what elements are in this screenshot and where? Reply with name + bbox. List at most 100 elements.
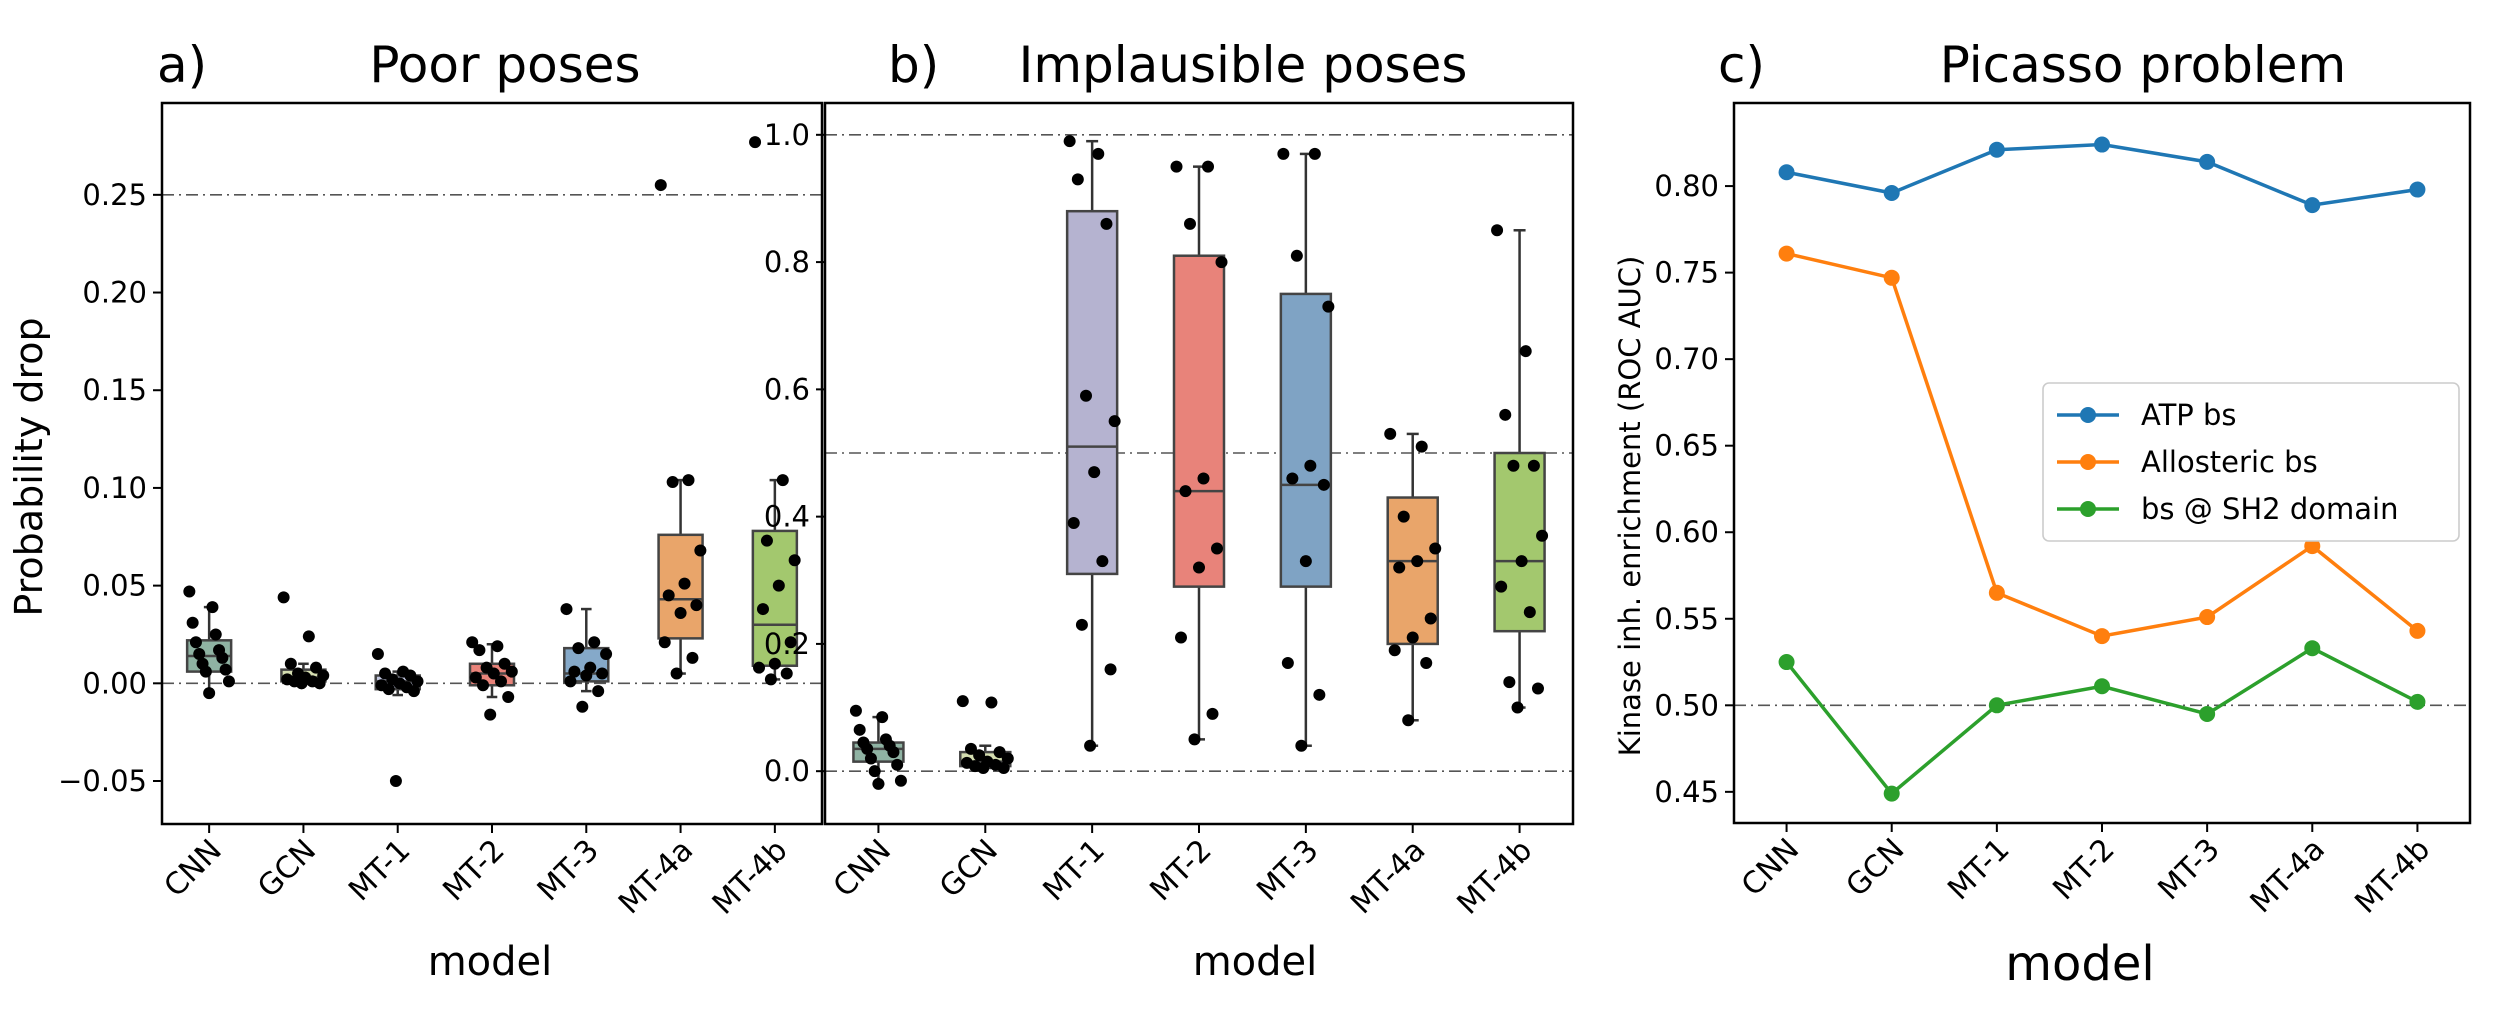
data-point xyxy=(1104,663,1117,676)
data-point xyxy=(183,585,196,598)
data-point xyxy=(876,711,889,724)
x-tick-label: MT-4b xyxy=(706,833,795,922)
data-point xyxy=(199,665,212,678)
data-point xyxy=(1088,466,1101,479)
data-point xyxy=(1202,160,1214,173)
x-tick-label: MT-3 xyxy=(1250,833,1325,908)
series-point xyxy=(1883,269,1900,286)
data-point xyxy=(1299,555,1312,568)
y-tick-label: 0.8 xyxy=(764,245,810,279)
data-point xyxy=(1523,606,1536,619)
data-point xyxy=(764,673,777,686)
legend-swatch-marker xyxy=(2080,501,2096,517)
data-point xyxy=(891,758,904,771)
data-point xyxy=(861,742,874,755)
series-point xyxy=(2304,538,2321,555)
data-point xyxy=(1170,160,1183,173)
plot-frame xyxy=(823,101,1575,826)
series-point xyxy=(1778,245,1795,262)
data-point xyxy=(756,603,769,616)
x-tick-label: MT-2 xyxy=(1143,833,1218,908)
data-point xyxy=(600,648,613,661)
data-point xyxy=(1075,618,1088,631)
data-point xyxy=(973,749,986,762)
data-point xyxy=(219,663,232,676)
data-point xyxy=(997,762,1010,774)
data-point xyxy=(1063,135,1076,148)
panel-c-label: c) xyxy=(1718,36,1765,94)
series-point xyxy=(2409,622,2426,639)
data-point xyxy=(1415,440,1428,453)
x-tick-label: MT-1 xyxy=(1941,832,2016,907)
data-point xyxy=(772,579,785,592)
data-point xyxy=(1495,580,1508,593)
data-point xyxy=(1384,427,1397,440)
data-point xyxy=(654,179,667,192)
data-point xyxy=(592,685,605,698)
x-tick-label: MT-4a xyxy=(612,833,700,921)
y-tick-label: 0.60 xyxy=(1654,515,1719,549)
x-tick-label: MT-4b xyxy=(1451,833,1540,922)
panel-c-xlabel: model xyxy=(2005,936,2154,992)
y-tick-label: −0.05 xyxy=(58,764,147,798)
data-point xyxy=(1215,256,1228,269)
y-tick-label: 0.55 xyxy=(1654,602,1719,636)
data-point xyxy=(206,601,219,614)
box-mt-3 xyxy=(1279,292,1333,588)
data-point xyxy=(596,667,609,680)
data-point xyxy=(1281,657,1294,669)
data-point xyxy=(1277,147,1290,160)
panel-a-xlabel: model xyxy=(428,939,553,985)
data-point xyxy=(1420,657,1433,669)
data-point xyxy=(505,665,518,678)
series-line xyxy=(1786,142,2418,207)
legend-label: ATP bs xyxy=(2141,398,2237,432)
y-tick-label: 0.00 xyxy=(82,666,147,700)
legend-box xyxy=(2042,382,2460,542)
y-tick-label: 0.80 xyxy=(1654,169,1719,203)
data-point xyxy=(956,695,969,708)
data-point xyxy=(284,657,297,670)
data-point xyxy=(1411,555,1424,568)
x-tick-label: MT-3 xyxy=(531,833,606,908)
data-point xyxy=(498,657,511,670)
data-point xyxy=(1406,631,1419,644)
data-point xyxy=(189,636,202,649)
data-point xyxy=(310,661,323,674)
data-point xyxy=(1108,415,1121,428)
series-point xyxy=(2199,705,2216,722)
x-tick-label: MT-4a xyxy=(1344,833,1432,921)
panel-b-label: b) xyxy=(888,36,939,94)
data-point xyxy=(1397,510,1410,523)
data-point xyxy=(670,667,683,680)
series-point xyxy=(2199,153,2216,170)
data-point xyxy=(662,589,675,602)
data-point xyxy=(749,136,762,149)
data-point xyxy=(302,630,315,643)
series-point xyxy=(2199,609,2216,626)
data-point xyxy=(985,696,998,709)
data-point xyxy=(1519,345,1532,358)
data-point xyxy=(1313,688,1326,701)
series-point xyxy=(1883,785,1900,802)
data-point xyxy=(1080,389,1093,402)
legend-swatch-marker xyxy=(2080,454,2096,470)
data-point xyxy=(1286,472,1299,485)
x-tick-label: MT-1 xyxy=(1037,833,1112,908)
series-point xyxy=(2304,640,2321,657)
y-tick-label: 0.50 xyxy=(1654,688,1719,722)
box-mt-1 xyxy=(1065,209,1119,576)
data-point xyxy=(411,675,424,688)
legend-swatch-marker xyxy=(2080,407,2096,423)
data-point xyxy=(1304,459,1317,472)
data-point xyxy=(1308,147,1321,160)
data-point xyxy=(407,685,420,698)
panel-c-ylabel: Kinase inh. enrichment (ROC AUC) xyxy=(1613,256,1647,757)
data-point xyxy=(466,636,479,649)
data-point xyxy=(1503,676,1516,689)
data-point xyxy=(753,661,766,674)
data-point xyxy=(1211,542,1223,555)
data-point xyxy=(868,765,881,778)
data-point xyxy=(313,677,326,690)
